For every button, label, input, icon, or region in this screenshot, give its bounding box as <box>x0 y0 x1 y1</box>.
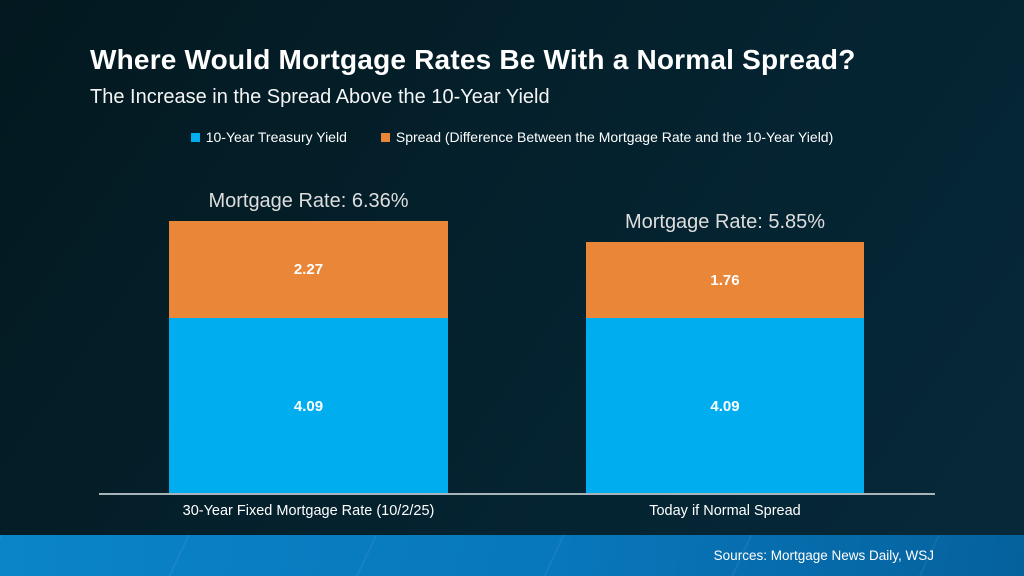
bar-segment-spread: 2.27 <box>169 220 448 319</box>
bar-segment-yield: 4.09 <box>586 318 864 494</box>
x-axis-line <box>99 493 935 495</box>
bar-group-current-rate: Mortgage Rate: 6.36% 2.27 4.09 <box>169 190 448 494</box>
segment-value: 2.27 <box>293 260 324 278</box>
legend-item-spread: Spread (Difference Between the Mortgage … <box>380 129 834 145</box>
bar-group-normal-spread: Mortgage Rate: 5.85% 1.76 4.09 <box>586 211 864 494</box>
page-subtitle: The Increase in the Spread Above the 10-… <box>90 86 550 108</box>
bar-total-label: Mortgage Rate: 6.36% <box>208 189 409 212</box>
segment-value: 4.09 <box>293 397 324 415</box>
segment-value: 1.76 <box>710 271 740 289</box>
chart-legend: 10-Year Treasury Yield Spread (Differenc… <box>0 129 1024 145</box>
legend-label-spread: Spread (Difference Between the Mortgage … <box>395 129 834 145</box>
legend-swatch-orange <box>380 132 390 142</box>
bar-segment-yield: 4.09 <box>169 318 448 494</box>
segment-value: 4.09 <box>710 397 740 415</box>
bar-segment-spread: 1.76 <box>586 242 864 319</box>
legend-swatch-blue <box>190 132 200 142</box>
bar-total-label: Mortgage Rate: 5.85% <box>624 211 826 234</box>
x-axis-label-current-rate: 30-Year Fixed Mortgage Rate (10/2/25) <box>182 503 435 519</box>
footer-band: Sources: Mortgage News Daily, WSJ <box>0 535 1024 576</box>
page-title: Where Would Mortgage Rates Be With a Nor… <box>90 44 856 75</box>
sources-text: Sources: Mortgage News Daily, WSJ <box>713 548 934 563</box>
x-axis-label-normal-spread: Today if Normal Spread <box>649 503 801 519</box>
legend-label-treasury-yield: 10-Year Treasury Yield <box>205 129 347 145</box>
legend-item-treasury-yield: 10-Year Treasury Yield <box>190 129 347 145</box>
